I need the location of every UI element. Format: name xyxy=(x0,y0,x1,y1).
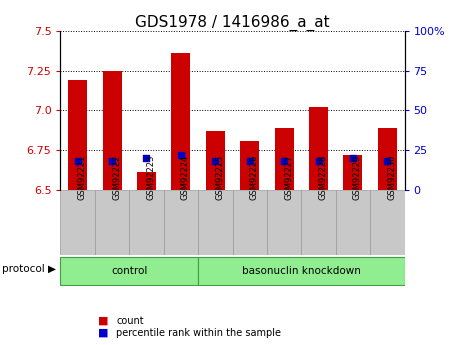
Bar xyxy=(68,80,87,190)
Bar xyxy=(198,190,232,255)
Point xyxy=(74,158,81,164)
Point xyxy=(177,152,185,158)
Bar xyxy=(103,71,121,190)
Text: GSM92224: GSM92224 xyxy=(181,154,190,199)
Text: GSM92225: GSM92225 xyxy=(215,154,224,199)
Title: GDS1978 / 1416986_a_at: GDS1978 / 1416986_a_at xyxy=(135,15,330,31)
Bar xyxy=(60,257,198,285)
Text: GSM92226: GSM92226 xyxy=(250,154,259,199)
Point xyxy=(315,158,322,164)
Bar xyxy=(370,190,405,255)
Point xyxy=(246,158,253,164)
Point xyxy=(143,155,150,161)
Bar xyxy=(60,190,95,255)
Text: basonuclin knockdown: basonuclin knockdown xyxy=(242,266,361,276)
Point xyxy=(212,158,219,164)
Bar xyxy=(95,190,129,255)
Point xyxy=(108,158,116,164)
Bar xyxy=(137,172,156,190)
Bar xyxy=(309,107,328,190)
Text: GSM92227: GSM92227 xyxy=(284,154,293,199)
Text: GSM92222: GSM92222 xyxy=(112,154,121,199)
Text: percentile rank within the sample: percentile rank within the sample xyxy=(116,328,281,338)
Point xyxy=(280,158,288,164)
Point xyxy=(384,158,391,164)
Text: GSM92228: GSM92228 xyxy=(319,154,327,199)
Text: ■: ■ xyxy=(98,328,108,338)
Text: GSM92229: GSM92229 xyxy=(353,154,362,199)
Bar xyxy=(378,128,397,190)
Bar xyxy=(129,190,164,255)
Text: GSM92223: GSM92223 xyxy=(146,154,155,199)
Text: count: count xyxy=(116,316,144,326)
Point xyxy=(349,155,357,161)
Bar xyxy=(240,140,259,190)
Bar xyxy=(336,190,370,255)
Text: GSM92230: GSM92230 xyxy=(387,154,396,199)
Bar xyxy=(232,190,267,255)
Bar xyxy=(198,257,405,285)
Bar xyxy=(267,190,301,255)
Bar xyxy=(172,53,190,190)
Text: control: control xyxy=(111,266,147,276)
Text: protocol ▶: protocol ▶ xyxy=(2,264,56,274)
Bar xyxy=(275,128,293,190)
Bar xyxy=(344,155,362,190)
Text: GSM92221: GSM92221 xyxy=(78,154,86,199)
Text: ■: ■ xyxy=(98,316,108,326)
Bar xyxy=(164,190,198,255)
Bar xyxy=(301,190,336,255)
Bar xyxy=(206,131,225,190)
